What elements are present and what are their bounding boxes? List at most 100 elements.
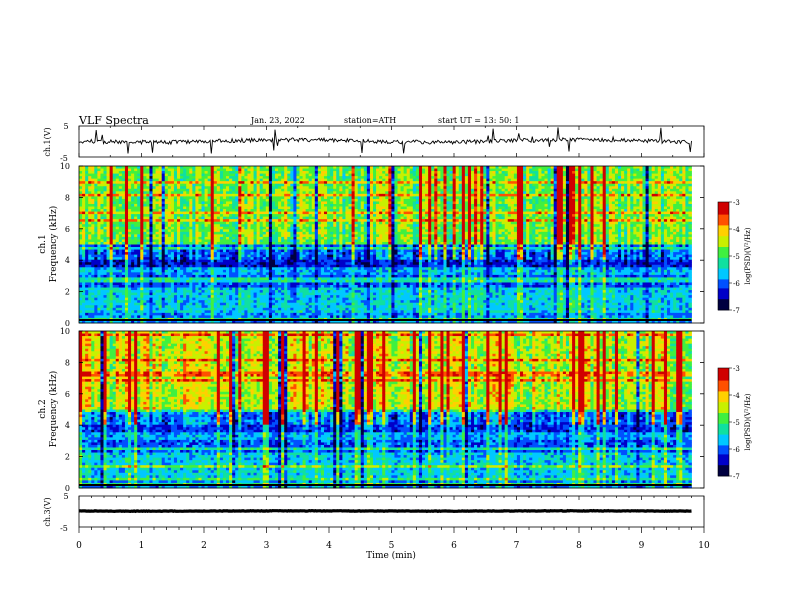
spectrogram-cell (673, 219, 676, 222)
spectrogram-cell (532, 209, 535, 212)
spectrogram-cell (391, 196, 394, 199)
spectrogram-cell (382, 227, 385, 230)
spectrogram-cell (661, 166, 664, 169)
spectrogram-cell (594, 189, 597, 192)
spectrogram-cell (254, 204, 257, 207)
spectrogram-cell (220, 204, 223, 207)
spectrogram-cell (450, 191, 453, 194)
spectrogram-cell (122, 209, 125, 212)
spectrogram-cell (600, 171, 603, 174)
spectrogram-cell (483, 174, 486, 177)
spectrogram-cell (569, 179, 572, 182)
spectrogram-cell (91, 166, 94, 169)
spectrogram-cell (670, 186, 673, 189)
spectrogram-cell (477, 194, 480, 197)
spectrogram-cell (232, 176, 235, 179)
spectrogram-cell (281, 181, 284, 184)
spectrogram-cell (333, 186, 336, 189)
spectrogram-cell (633, 196, 636, 199)
spectrogram-cell (293, 222, 296, 225)
spectrogram-cell (321, 174, 324, 177)
spectrogram-cell (597, 179, 600, 182)
spectrogram-cell (321, 186, 324, 189)
spectrogram-cell (492, 176, 495, 179)
spectrogram-cell (563, 204, 566, 207)
spectrogram-cell (615, 184, 618, 187)
spectrogram-cell (682, 174, 685, 177)
spectrogram-cell (508, 201, 511, 204)
spectrogram-cell (260, 199, 263, 202)
spectrogram-cell (260, 212, 263, 215)
spectrogram-cell (217, 179, 220, 182)
spectrogram-cell (116, 199, 119, 202)
spectrogram-cell (82, 191, 85, 194)
spectrogram-cell (505, 174, 508, 177)
spectrogram-cell (254, 166, 257, 169)
spectrogram-cell (655, 209, 658, 212)
spectrogram-cell (658, 219, 661, 222)
spectrogram-cell (140, 219, 143, 222)
spectrogram-cell (272, 174, 275, 177)
spectrogram-cell (486, 204, 489, 207)
spectrogram-cell (97, 171, 100, 174)
spectrogram-cell (79, 174, 82, 177)
spectrogram-cell (156, 179, 159, 182)
spectrogram-cell (324, 189, 327, 192)
spectrogram-cell (630, 184, 633, 187)
spectrogram-cell (477, 199, 480, 202)
spectrogram-cell (636, 184, 639, 187)
spectrogram-cell (355, 184, 358, 187)
spectrogram-cell (615, 191, 618, 194)
spectrogram-cell (263, 224, 266, 227)
spectrogram-cell (303, 204, 306, 207)
spectrogram-cell (597, 214, 600, 217)
spectrogram-cell (226, 169, 229, 172)
spectrogram-cell (79, 179, 82, 182)
spectrogram-cell (336, 196, 339, 199)
spectrogram-cell (367, 199, 370, 202)
spectrogram-cell (272, 179, 275, 182)
spectrogram-cell (131, 184, 134, 187)
spectrogram-cell (373, 194, 376, 197)
spectrogram-cell (477, 181, 480, 184)
spectrogram-cell (655, 214, 658, 217)
spectrogram-cell (431, 204, 434, 207)
spectrogram-cell (563, 171, 566, 174)
spectrogram-cell (502, 224, 505, 227)
spectrogram-cell (100, 179, 103, 182)
spectrogram-cell (508, 171, 511, 174)
spectrogram-cell (336, 217, 339, 220)
spectrogram-cell (621, 224, 624, 227)
spectrogram-cell (410, 224, 413, 227)
spectrogram-cell (471, 217, 474, 220)
spectrogram-cell (251, 214, 254, 217)
spectrogram-cell (330, 201, 333, 204)
spectrogram-cell (548, 207, 551, 210)
spectrogram-cell (600, 201, 603, 204)
spectrogram-cell (560, 169, 563, 172)
spectrogram-cell (385, 174, 388, 177)
spectrogram-cell (263, 227, 266, 230)
spectrogram-cell (333, 219, 336, 222)
spectrogram-cell (428, 179, 431, 182)
spectrogram-cell (407, 204, 410, 207)
spectrogram-cell (492, 199, 495, 202)
spectrogram-cell (137, 169, 140, 172)
spectrogram-cell (140, 214, 143, 217)
spectrogram-cell (235, 227, 238, 230)
spectrogram-cell (122, 191, 125, 194)
spectrogram-cell (609, 166, 612, 169)
spectrogram-cell (134, 219, 137, 222)
spectrogram-cell (425, 217, 428, 220)
spectrogram-cell (220, 176, 223, 179)
spectrogram-cell (174, 224, 177, 227)
spectrogram-cell (244, 184, 247, 187)
spectrogram-cell (584, 179, 587, 182)
spectrogram-cell (333, 176, 336, 179)
spectrogram-cell (541, 171, 544, 174)
spectrogram-cell (223, 209, 226, 212)
spectrogram-cell (358, 224, 361, 227)
spectrogram-cell (474, 194, 477, 197)
spectrogram-cell (180, 166, 183, 169)
spectrogram-cell (349, 196, 352, 199)
